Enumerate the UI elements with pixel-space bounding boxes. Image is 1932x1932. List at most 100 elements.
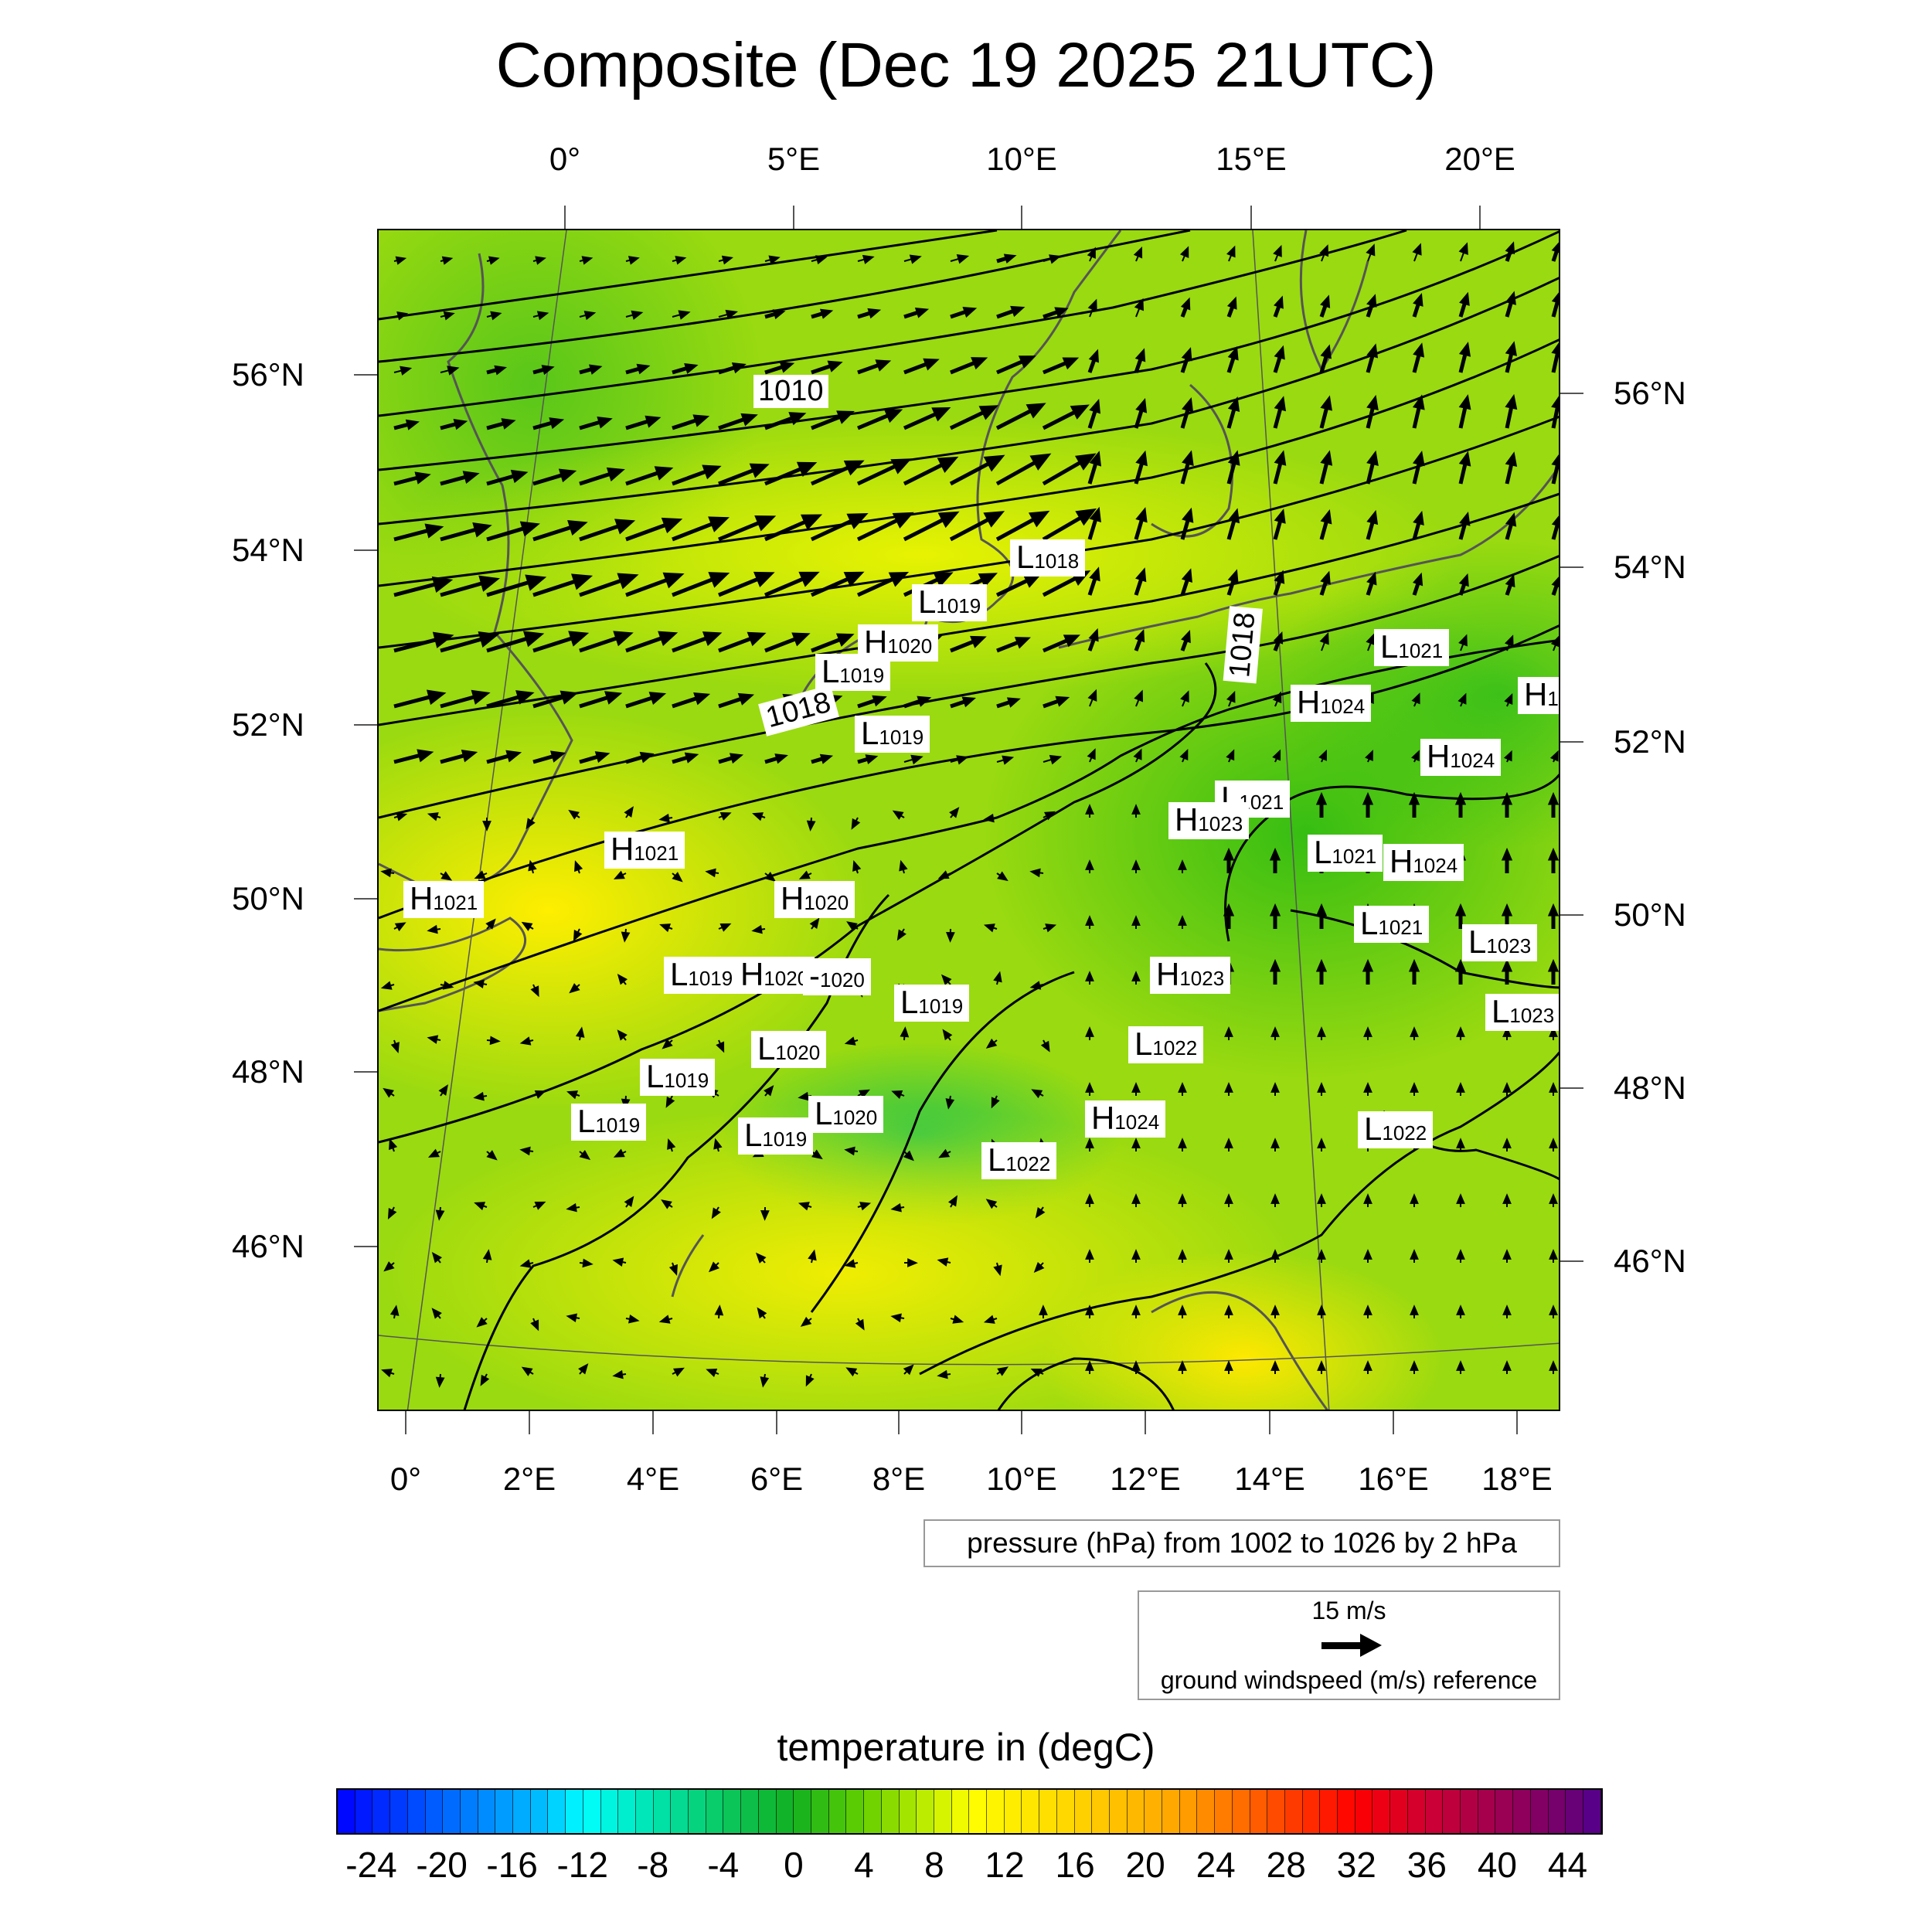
bottom-lon-label: 16°E [1358, 1461, 1429, 1497]
colorbar-swatch [811, 1790, 829, 1833]
wind-arrow [380, 981, 395, 990]
wind-arrow [811, 308, 834, 319]
wind-arrow [1549, 1360, 1558, 1375]
colorbar-tick-label: -20 [416, 1845, 468, 1885]
wind-arrow [1410, 1082, 1419, 1097]
wind-arrow [474, 870, 488, 879]
wind-arrow [1085, 859, 1094, 874]
wind-arrow [857, 308, 882, 319]
right-lat-label: 54°N [1614, 549, 1686, 585]
wind-arrow [1043, 696, 1070, 709]
colorbar-swatch [338, 1790, 355, 1833]
colorbar-tick-label: 24 [1196, 1845, 1236, 1885]
wind-arrow [1551, 342, 1559, 373]
wind-arrow [575, 1026, 585, 1041]
colorbar-swatch [671, 1790, 689, 1833]
wind-arrow [1043, 307, 1069, 319]
pressure-center-value: 1024 [1413, 854, 1458, 877]
right-lat-label: 50°N [1614, 896, 1686, 933]
pressure-center-value: 1019 [879, 726, 924, 749]
pressure-center-label: L1023 [1485, 993, 1559, 1031]
wind-arrow [760, 1206, 770, 1221]
wind-arrow [938, 1148, 951, 1158]
wind-arrow [1131, 1249, 1141, 1264]
bottom-lon-label: 0° [389, 1461, 422, 1497]
wind-arrow [764, 753, 788, 764]
wind-arrow [566, 1090, 580, 1100]
wind-arrow [1456, 1082, 1465, 1097]
wind-arrow [625, 256, 640, 265]
wind-arrow [1133, 748, 1142, 763]
wind-arrow [845, 1367, 859, 1377]
wind-arrow [1458, 451, 1471, 485]
wind-arrow [672, 464, 722, 486]
wind-arrow [983, 923, 998, 933]
pressure-center-value: 1022 [1005, 1152, 1051, 1175]
colorbar-swatch [425, 1790, 444, 1833]
wind-arrow [950, 357, 988, 375]
wind-arrow [440, 981, 454, 990]
wind-arrow [1319, 244, 1329, 262]
wind-arrow [625, 751, 655, 764]
wind-arrow [1410, 1193, 1419, 1208]
wind-arrow [903, 406, 951, 430]
pressure-center-type: L [1492, 993, 1510, 1029]
pressure-center-label: H1023 [1168, 802, 1250, 839]
pressure-center-value: 1020 [775, 1041, 821, 1064]
wind-arrow [528, 859, 537, 874]
colorbar-swatch [969, 1790, 988, 1833]
reference-arrow-icon [1321, 1634, 1382, 1657]
pressure-center-value: 1019 [664, 1069, 709, 1092]
pressure-center-label: H1021 [403, 881, 485, 918]
wind-arrow [1180, 297, 1191, 318]
wind-arrow [1029, 868, 1044, 878]
wind-arrow [1366, 571, 1377, 596]
wind-arrow [1551, 515, 1559, 540]
colorbar-tick-label: 44 [1547, 1845, 1588, 1885]
wind-arrow [903, 456, 959, 486]
wind-arrow [995, 510, 1050, 542]
wind-arrow [948, 1195, 957, 1208]
colorbar-swatch [390, 1790, 408, 1833]
wind-arrow [566, 1202, 580, 1213]
pressure-center-type: H [1389, 843, 1413, 879]
wind-arrow [940, 974, 952, 985]
wind-arrow [482, 817, 492, 832]
wind-arrow [473, 979, 488, 989]
pressure-center-type: H [1524, 676, 1548, 713]
pressure-center-type: L [861, 715, 879, 751]
colorbar-swatch [1179, 1790, 1198, 1833]
wind-arrow [993, 971, 1002, 985]
pressure-center-label: L1022 [1358, 1111, 1434, 1148]
wind-arrow [1029, 981, 1044, 990]
wind-arrow [752, 812, 766, 821]
wind-arrow [950, 696, 976, 709]
wind-arrow [1269, 903, 1281, 930]
wind-arrow [995, 573, 1043, 597]
wind-arrow [991, 1095, 1000, 1109]
pressure-center-type: L [1314, 834, 1332, 870]
colorbar-swatch [548, 1790, 566, 1833]
colorbar-swatch [635, 1790, 654, 1833]
wind-arrow [579, 519, 636, 542]
wind-arrow [708, 1261, 719, 1273]
colorbar-swatch [1390, 1790, 1408, 1833]
wind-arrow [579, 256, 594, 265]
pressure-center-value: 1019 [839, 664, 885, 687]
wind-arrow [613, 870, 627, 879]
wind-arrow [713, 1138, 723, 1152]
wind-arrow [811, 410, 855, 430]
wind-arrow [521, 921, 534, 931]
wind-arrow [1319, 570, 1331, 596]
wind-arrow [486, 469, 529, 486]
wind-arrow [1505, 451, 1518, 485]
pressure-center-value: 1020 [764, 967, 809, 990]
wind-arrow [1273, 631, 1284, 651]
wind-reference-speed: 15 m/s [1311, 1597, 1386, 1624]
wind-arrow [1226, 690, 1236, 707]
wind-arrow [672, 872, 683, 883]
wind-arrow [476, 1317, 488, 1328]
pressure-center-type: L [1364, 1111, 1383, 1147]
wind-arrow [1085, 804, 1094, 818]
wind-arrow [579, 364, 603, 375]
